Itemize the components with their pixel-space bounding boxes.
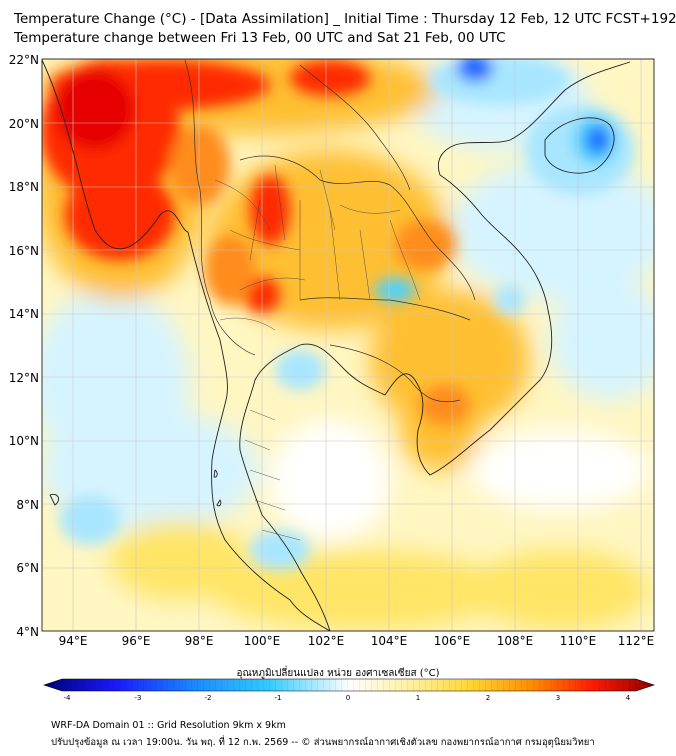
lat-label: 4°N <box>16 625 39 639</box>
lat-label: 20°N <box>9 117 39 131</box>
temperature-change-map: 22°N 20°N 18°N 16°N 14°N 12°N 10°N 8°N 6… <box>9 53 655 648</box>
graticule <box>42 59 654 631</box>
lon-label: 100°E <box>244 634 281 648</box>
lat-label: 10°N <box>9 434 39 448</box>
border-laos <box>239 155 476 301</box>
lon-label: 110°E <box>560 634 597 648</box>
field-blobs-large <box>42 59 654 630</box>
colorbar-tick: -3 <box>135 694 142 702</box>
longitude-labels: 94°E 96°E 98°E 100°E 102°E 104°E 106°E 1… <box>59 634 655 648</box>
colorbar-tick: -4 <box>64 694 72 702</box>
border-cambodia-north <box>299 297 471 321</box>
lon-label: 112°E <box>618 634 655 648</box>
footer-domain-info: WRF-DA Domain 01 :: Grid Resolution 9km … <box>51 720 286 731</box>
colorbar-tick: 4 <box>626 694 631 702</box>
lon-label: 106°E <box>434 634 471 648</box>
colorbar-title: อุณหภูมิเปลี่ยนแปลง หน่วย องศาเซลเซียส (… <box>236 668 440 679</box>
lon-label: 108°E <box>497 634 534 648</box>
borders <box>184 59 476 403</box>
colorbar-tick: 1 <box>416 694 420 702</box>
lon-label: 104°E <box>371 634 408 648</box>
field-blobs-cold <box>60 59 635 570</box>
colorbar-tick: -2 <box>205 694 212 702</box>
lon-label: 98°E <box>185 634 214 648</box>
colorbar-tick: 3 <box>556 694 560 702</box>
footer-credit: ปรับปรุงข้อมูล ณ เวลา 19:00น. วัน พฤ. ที… <box>51 737 595 748</box>
border-myanmar-thailand <box>184 59 256 356</box>
map-frame <box>41 58 655 632</box>
colorbar-tick: 2 <box>486 694 490 702</box>
latitude-labels: 22°N 20°N 18°N 16°N 14°N 12°N 10°N 8°N 6… <box>9 53 39 639</box>
border-cambodia-south <box>329 344 461 403</box>
lon-label: 94°E <box>59 634 88 648</box>
coast-andaman <box>42 59 331 631</box>
lon-label: 102°E <box>308 634 345 648</box>
colorbar-tick: 0 <box>346 694 350 702</box>
provinces <box>214 164 421 541</box>
colorbar-segments <box>44 679 654 691</box>
colorbar-ticks: -4 -3 -2 -1 0 1 2 3 4 <box>64 694 631 702</box>
coast-islands <box>49 469 222 507</box>
title-line-2: Temperature change between Fri 13 Feb, 0… <box>14 30 506 46</box>
border-china <box>299 64 411 191</box>
lat-label: 6°N <box>16 561 39 575</box>
lon-label: 96°E <box>122 634 151 648</box>
lat-label: 12°N <box>9 371 39 385</box>
lat-label: 14°N <box>9 307 39 321</box>
coast-hainan <box>544 117 615 174</box>
lat-label: 16°N <box>9 244 39 258</box>
map-field <box>42 59 654 631</box>
title-line-1: Temperature Change (°C) - [Data Assimila… <box>14 11 676 27</box>
coast-gulf-vietnam <box>239 61 631 631</box>
colorbar: -4 -3 -2 -1 0 1 2 3 4 <box>43 678 655 702</box>
colorbar-tick: -1 <box>275 694 282 702</box>
lat-label: 18°N <box>9 180 39 194</box>
lat-label: 22°N <box>9 53 39 67</box>
coastlines <box>42 59 631 631</box>
lat-label: 8°N <box>16 498 39 512</box>
